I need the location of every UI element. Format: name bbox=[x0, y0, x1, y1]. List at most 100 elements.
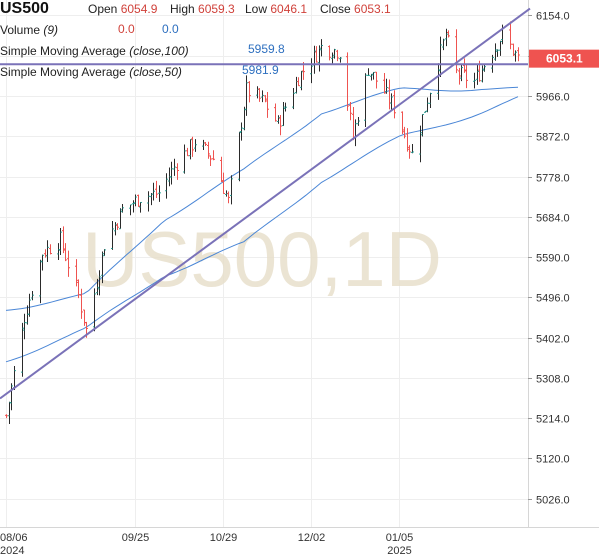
sma50-line bbox=[5, 86, 519, 311]
candle bbox=[46, 240, 49, 263]
candle bbox=[194, 139, 197, 152]
sma50-indicator: Simple Moving Average (close,50) bbox=[0, 65, 182, 79]
sma50-label: Simple Moving Average bbox=[0, 65, 126, 79]
candle bbox=[509, 21, 512, 50]
candle bbox=[165, 173, 168, 199]
close-label: Close bbox=[320, 2, 351, 16]
candle bbox=[77, 279, 80, 299]
candle bbox=[245, 75, 248, 116]
candle bbox=[258, 87, 261, 102]
candle bbox=[284, 102, 287, 112]
y-axis: 6154.06060.05966.05872.05778.05684.05590… bbox=[528, 11, 570, 507]
candle bbox=[191, 136, 194, 157]
y-tick-label: 6154.0 bbox=[536, 11, 570, 23]
candle bbox=[357, 117, 360, 126]
candle bbox=[401, 111, 404, 135]
candle bbox=[310, 58, 313, 84]
candle bbox=[28, 293, 31, 317]
trend-line-rising bbox=[0, 7, 531, 400]
candle bbox=[313, 45, 316, 74]
candle bbox=[465, 64, 468, 89]
candle bbox=[41, 254, 44, 271]
candle bbox=[333, 48, 336, 59]
candle bbox=[49, 244, 52, 255]
candle bbox=[300, 70, 303, 91]
candle bbox=[517, 47, 520, 62]
candle bbox=[155, 180, 158, 199]
trend-lines[interactable] bbox=[0, 7, 531, 400]
open-value: 6054.9 bbox=[120, 2, 158, 16]
candles bbox=[5, 21, 520, 425]
last-price-badge-bg bbox=[529, 49, 599, 68]
candle bbox=[8, 401, 11, 425]
candle bbox=[98, 270, 101, 296]
candle bbox=[44, 249, 47, 258]
open-label: Open bbox=[88, 2, 118, 16]
x-tick-label: 01/05 bbox=[386, 532, 414, 544]
candle bbox=[23, 313, 26, 340]
candle bbox=[129, 204, 132, 216]
ohlc-open: Open 6054.9 bbox=[88, 2, 157, 16]
candle bbox=[111, 220, 114, 250]
sma100-label: Simple Moving Average bbox=[0, 44, 126, 58]
candle bbox=[116, 223, 119, 230]
candle bbox=[352, 106, 355, 141]
candle bbox=[403, 126, 406, 139]
x-tick-sublabel: 2024 bbox=[0, 545, 24, 557]
candle bbox=[385, 78, 388, 94]
candle bbox=[437, 63, 440, 100]
candle bbox=[328, 45, 331, 61]
candle bbox=[463, 58, 466, 73]
candle bbox=[315, 46, 318, 63]
candle bbox=[320, 39, 323, 57]
candle bbox=[339, 57, 342, 63]
candle bbox=[455, 29, 458, 74]
candle bbox=[101, 251, 104, 284]
candle bbox=[297, 77, 300, 87]
candle bbox=[266, 92, 269, 118]
high-value: 6059.3 bbox=[198, 2, 235, 16]
candle bbox=[512, 43, 515, 57]
symbol-title: US500 bbox=[0, 0, 49, 17]
sma100-indicator: Simple Moving Average (close,100) bbox=[0, 44, 189, 58]
candle bbox=[282, 101, 285, 127]
candle bbox=[227, 191, 230, 204]
candle bbox=[67, 250, 70, 277]
candle bbox=[411, 144, 414, 154]
y-tick-label: 5872.0 bbox=[536, 132, 570, 144]
y-tick-label: 5778.0 bbox=[536, 173, 570, 185]
candle bbox=[204, 141, 207, 146]
candle bbox=[354, 119, 357, 147]
candle bbox=[134, 194, 137, 207]
candle bbox=[292, 87, 295, 110]
y-tick-label: 5496.0 bbox=[536, 293, 570, 305]
candle bbox=[39, 259, 42, 304]
candle bbox=[222, 172, 225, 194]
candle bbox=[26, 305, 29, 325]
candle bbox=[173, 158, 176, 176]
y-tick-label: 5590.0 bbox=[536, 253, 570, 265]
candle bbox=[439, 36, 442, 78]
y-tick-label: 5402.0 bbox=[536, 334, 570, 346]
volume-period: (9) bbox=[43, 23, 59, 37]
y-tick-label: 5214.0 bbox=[536, 414, 570, 426]
candle bbox=[57, 243, 60, 260]
candle bbox=[10, 383, 13, 411]
candle bbox=[170, 161, 173, 185]
y-tick-label: 5026.0 bbox=[536, 495, 570, 507]
grid bbox=[0, 0, 599, 528]
last-price-badge-text: 6053.1 bbox=[546, 52, 583, 66]
candle bbox=[393, 90, 396, 119]
x-tick-label: 08/06 bbox=[0, 532, 28, 544]
candle bbox=[212, 150, 215, 161]
candle bbox=[248, 81, 251, 103]
candle bbox=[103, 249, 106, 257]
candle bbox=[119, 208, 122, 230]
ohlc-high: High 6059.3 bbox=[170, 2, 235, 16]
candle bbox=[514, 50, 517, 62]
candle bbox=[367, 68, 370, 77]
candle bbox=[21, 322, 24, 377]
sma100-params: (close,100) bbox=[129, 44, 189, 58]
